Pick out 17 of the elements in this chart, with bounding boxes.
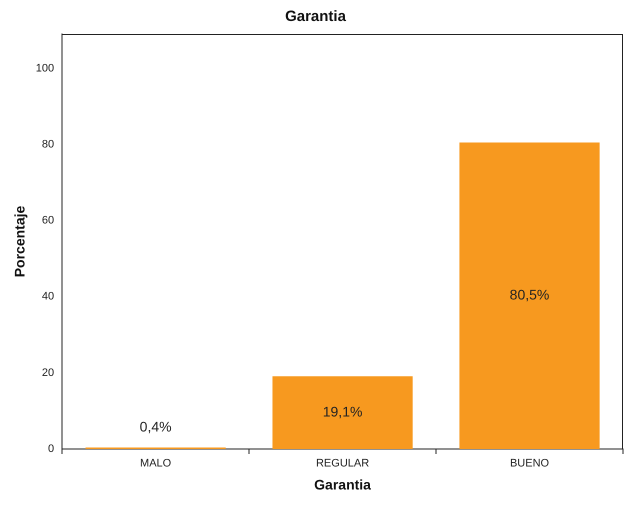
y-tick-label: 100 (36, 62, 54, 74)
y-tick-label: 40 (42, 290, 54, 303)
y-tick-label: 80 (42, 138, 54, 150)
bar (459, 142, 600, 449)
y-axis-title: Porcentaje (11, 205, 28, 278)
x-tick-label: MALO (140, 458, 172, 470)
data-label: 19,1% (322, 404, 362, 420)
x-tick-label: BUENO (510, 458, 550, 470)
chart-title: Garantia (285, 8, 347, 26)
y-tick-label: 60 (42, 214, 54, 227)
x-axis-title: Garantia (314, 476, 372, 492)
y-tick-label: 20 (42, 366, 54, 379)
bar (272, 376, 413, 449)
data-label: 0,4% (140, 418, 172, 434)
data-label: 80,5% (510, 286, 550, 303)
y-tick-label: 0 (48, 443, 54, 456)
x-tick-label: REGULAR (316, 458, 370, 470)
